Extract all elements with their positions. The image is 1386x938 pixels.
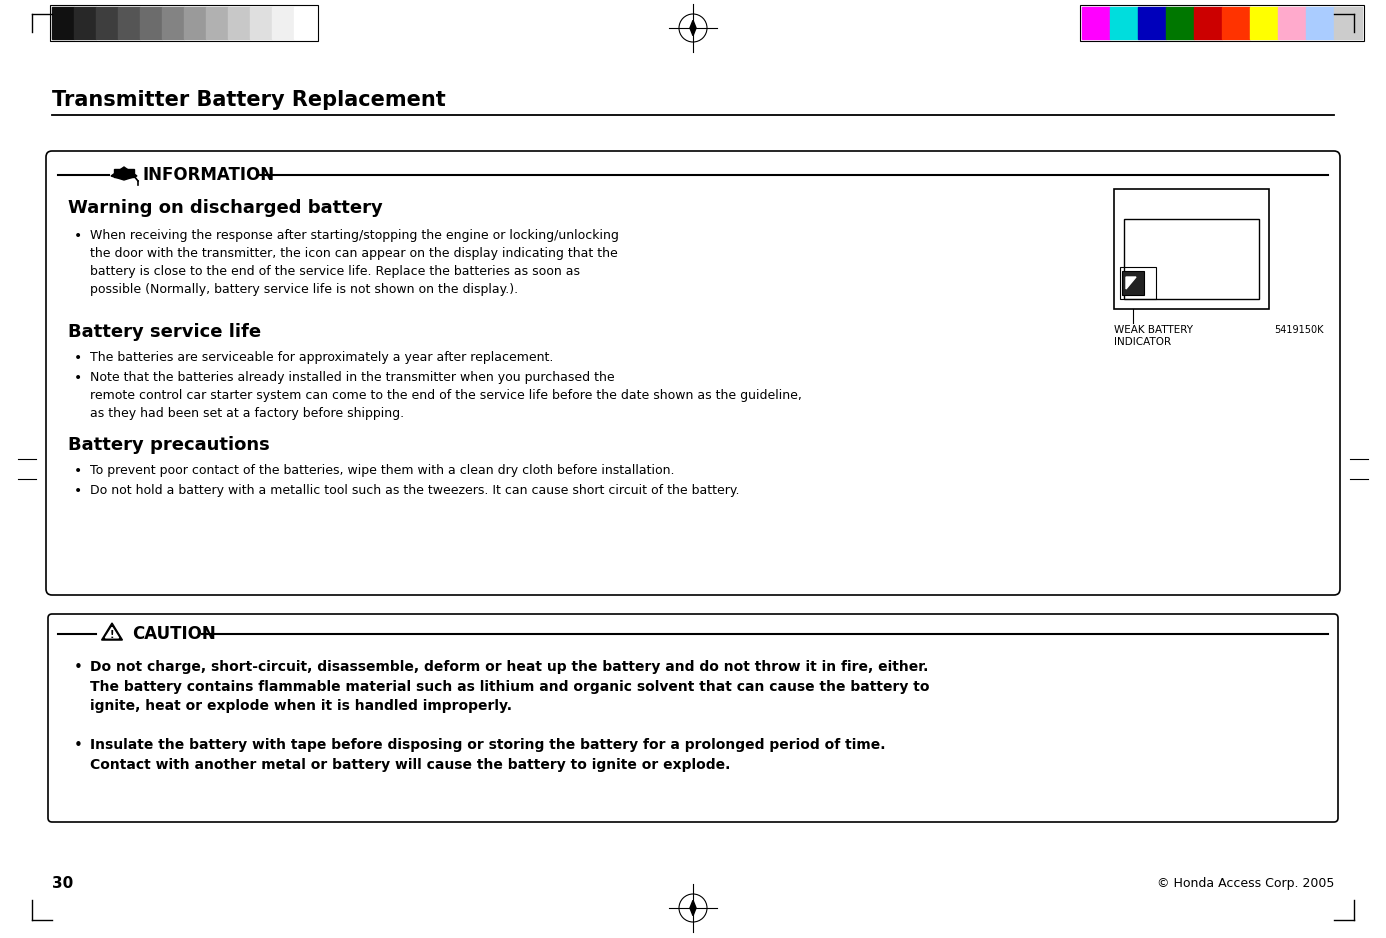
Text: INDICATOR: INDICATOR	[1114, 337, 1171, 347]
Bar	[1193, 7, 1222, 39]
Text: •: •	[73, 371, 82, 385]
Polygon shape	[690, 21, 696, 36]
Bar	[207, 7, 229, 39]
Text: Transmitter Battery Replacement: Transmitter Battery Replacement	[53, 90, 446, 110]
Text: •: •	[73, 229, 82, 243]
Bar	[1278, 7, 1306, 39]
Text: CAUTION: CAUTION	[132, 625, 216, 643]
Text: •: •	[73, 484, 82, 498]
Bar	[162, 7, 184, 39]
Bar	[1250, 7, 1278, 39]
Text: Battery service life: Battery service life	[68, 323, 261, 341]
Bar	[1333, 7, 1362, 39]
Text: Do not hold a battery with a metallic tool such as the tweezers. It can cause sh: Do not hold a battery with a metallic to…	[90, 484, 740, 497]
Text: INFORMATION: INFORMATION	[141, 166, 274, 184]
Text: When receiving the response after starting/stopping the engine or locking/unlock: When receiving the response after starti…	[90, 229, 620, 296]
FancyBboxPatch shape	[49, 614, 1337, 822]
Bar	[229, 7, 249, 39]
Bar	[96, 7, 118, 39]
Text: 5419150K: 5419150K	[1274, 325, 1324, 335]
Bar	[1110, 7, 1138, 39]
Bar	[1082, 7, 1110, 39]
Text: •: •	[73, 738, 83, 753]
Text: Warning on discharged battery: Warning on discharged battery	[68, 199, 383, 217]
Bar	[272, 7, 294, 39]
Bar	[50, 5, 317, 41]
Polygon shape	[114, 169, 134, 177]
Text: !: !	[109, 629, 114, 640]
Bar	[294, 7, 316, 39]
Polygon shape	[101, 623, 122, 640]
Text: WEAK BATTERY: WEAK BATTERY	[1114, 325, 1193, 335]
Text: •: •	[73, 351, 82, 365]
Bar	[249, 7, 272, 39]
FancyBboxPatch shape	[46, 151, 1340, 595]
Bar	[1124, 219, 1258, 299]
Text: © Honda Access Corp. 2005: © Honda Access Corp. 2005	[1157, 876, 1333, 889]
Polygon shape	[690, 900, 696, 915]
Text: Do not charge, short-circuit, disassemble, deform or heat up the battery and do : Do not charge, short-circuit, disassembl…	[90, 660, 930, 713]
Bar	[1080, 5, 1364, 41]
Text: The batteries are serviceable for approximately a year after replacement.: The batteries are serviceable for approx…	[90, 351, 553, 364]
Bar	[140, 7, 162, 39]
Text: To prevent poor contact of the batteries, wipe them with a clean dry cloth befor: To prevent poor contact of the batteries…	[90, 464, 675, 477]
Polygon shape	[1125, 277, 1137, 289]
Bar	[1120, 267, 1156, 299]
Bar	[1166, 7, 1193, 39]
Bar	[1138, 7, 1166, 39]
Bar	[73, 7, 96, 39]
Text: Note that the batteries already installed in the transmitter when you purchased : Note that the batteries already installe…	[90, 371, 802, 420]
Text: Battery precautions: Battery precautions	[68, 436, 270, 454]
Bar	[53, 7, 73, 39]
Text: 30: 30	[53, 875, 73, 890]
Bar	[1306, 7, 1333, 39]
Polygon shape	[105, 628, 119, 638]
Polygon shape	[111, 167, 137, 180]
Text: •: •	[73, 660, 83, 675]
Text: •: •	[73, 464, 82, 478]
Bar	[184, 7, 207, 39]
Text: Insulate the battery with tape before disposing or storing the battery for a pro: Insulate the battery with tape before di…	[90, 738, 886, 771]
Bar	[1123, 271, 1143, 295]
Bar	[1114, 189, 1270, 309]
Bar	[1222, 7, 1250, 39]
Bar	[118, 7, 140, 39]
